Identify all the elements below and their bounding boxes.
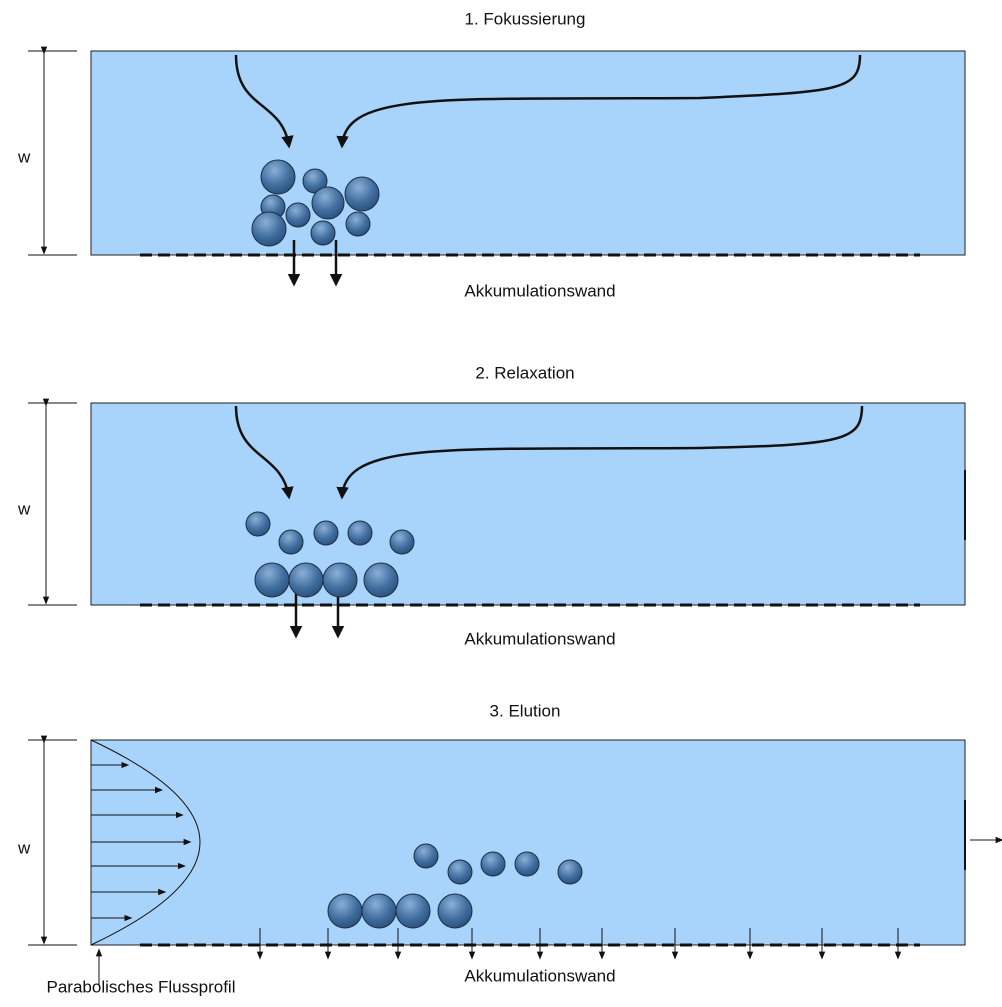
particle [323,563,357,597]
particle [390,530,414,554]
panel-title: 1. Fokussierung [465,9,586,28]
particle [246,512,270,536]
particle [558,860,582,884]
flow-profile-label: Parabolisches Flussprofil [47,977,236,996]
wall-label: Akkumulationswand [464,629,615,648]
particle [515,852,539,876]
width-label: w [17,499,31,518]
channel [91,403,965,605]
panel-relaxation: 2. Relaxation w Akkumulationswand [17,363,965,648]
particle [314,521,338,545]
channel [91,51,965,255]
panel-title: 3. Elution [490,701,561,720]
particle [414,844,438,868]
particle [345,177,379,211]
channel [91,740,965,945]
particle [346,212,370,236]
particle [286,203,310,227]
width-label: w [17,147,31,166]
particle [312,187,344,219]
panel-title: 2. Relaxation [475,363,574,382]
particle [255,563,289,597]
particle [311,221,335,245]
particle [438,894,472,928]
particle [448,860,472,884]
particle [348,521,372,545]
particle [396,894,430,928]
wall-label: Akkumulationswand [464,281,615,300]
particle [252,212,286,246]
particle [289,563,323,597]
panel-elution: 3. Elution w Akkumulationswand Parabolis… [17,701,1002,996]
particle [481,852,505,876]
particle [279,530,303,554]
particle [362,894,396,928]
particle [261,160,295,194]
wall-label: Akkumulationswand [464,966,615,985]
diagram: 1. Fokussierung w Akkumulationswand 2. R… [0,0,1002,1007]
panel-focusing: 1. Fokussierung w Akkumulationswand [17,9,965,300]
particle [328,894,362,928]
width-label: w [17,838,31,857]
particle [364,563,398,597]
